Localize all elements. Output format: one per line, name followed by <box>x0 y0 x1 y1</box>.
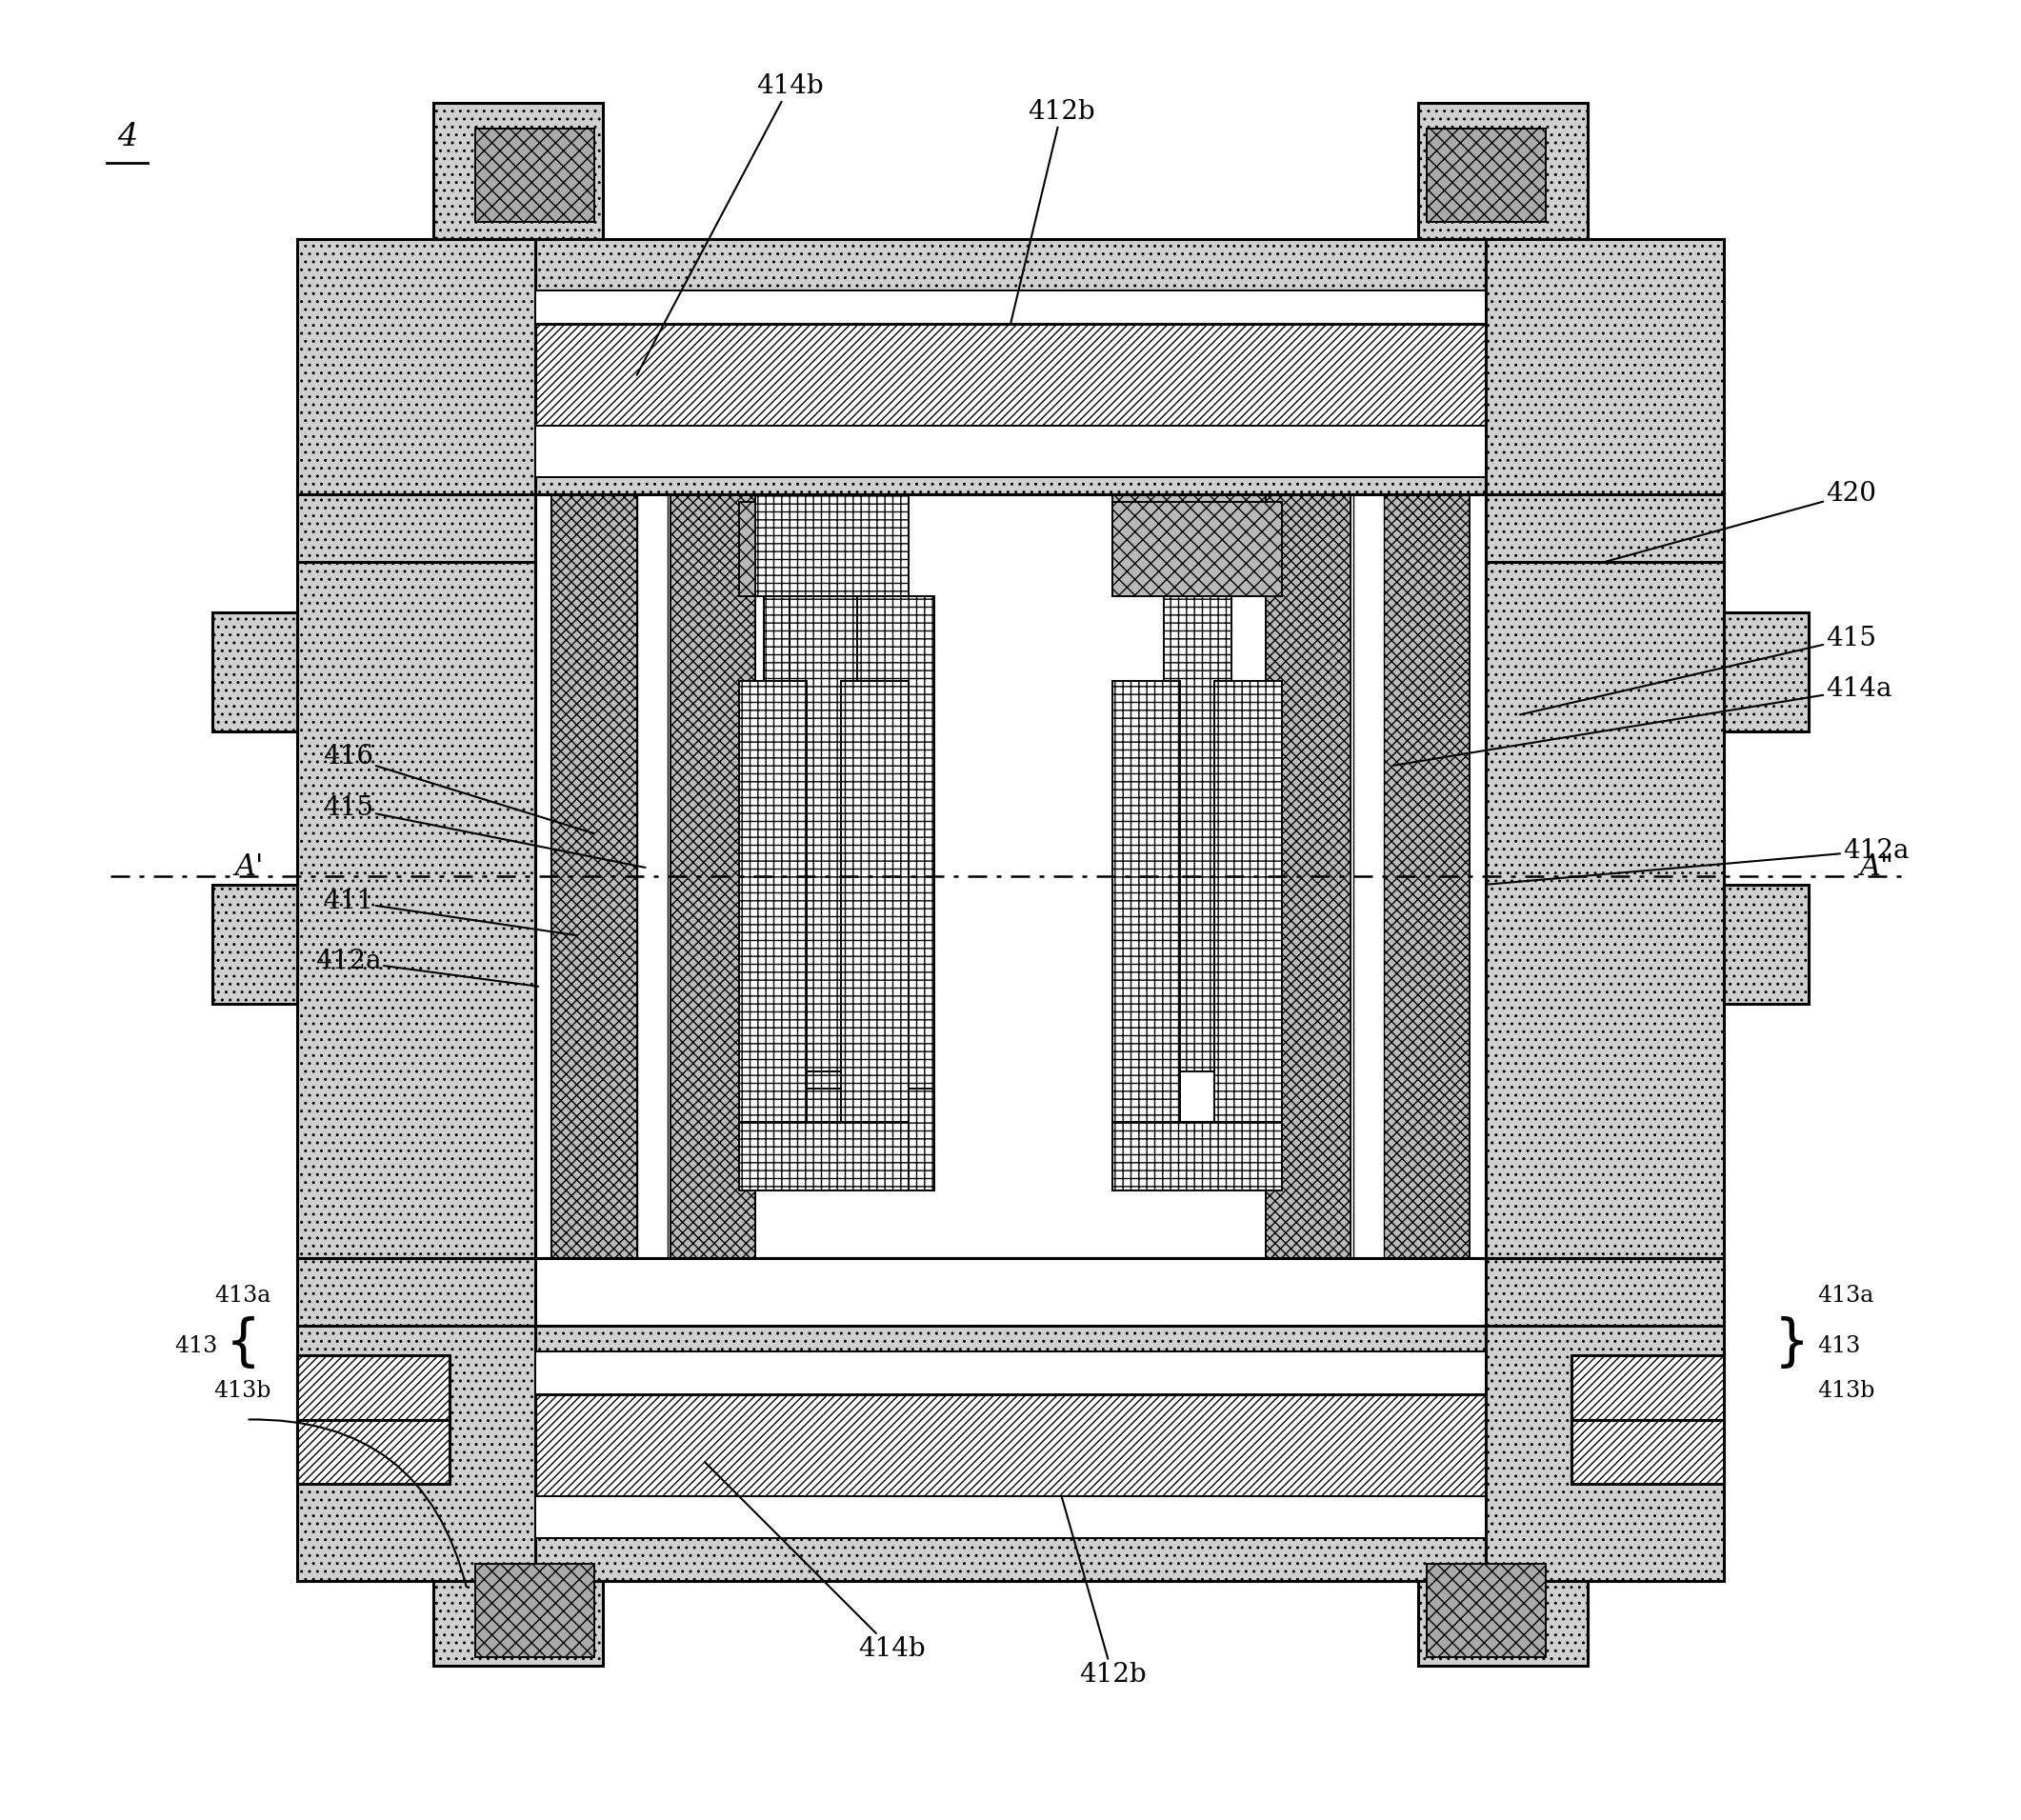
Bar <box>536 493 1485 1258</box>
Bar <box>740 502 909 595</box>
Bar <box>637 493 667 1258</box>
Bar <box>1485 238 1724 493</box>
Bar <box>1112 502 1281 595</box>
Bar <box>1265 493 1350 1258</box>
Bar <box>536 1327 1485 1582</box>
Bar <box>849 595 934 1088</box>
Bar <box>297 562 536 1258</box>
Bar <box>552 493 637 1258</box>
Bar <box>1164 595 1231 1072</box>
Text: 416: 416 <box>323 744 594 834</box>
Bar <box>297 1327 536 1582</box>
Text: 413a: 413a <box>1817 1285 1873 1307</box>
Bar <box>1384 493 1469 1258</box>
Bar <box>536 324 1485 426</box>
Bar <box>790 595 857 1072</box>
Bar <box>671 493 756 1258</box>
Bar <box>1485 1327 1724 1582</box>
Text: 413b: 413b <box>214 1380 271 1401</box>
Bar <box>1570 1356 1724 1420</box>
Bar <box>536 238 1485 493</box>
Bar <box>1419 1582 1589 1665</box>
Bar <box>475 1563 594 1658</box>
Text: 412b: 412b <box>1010 98 1095 324</box>
Bar <box>475 129 594 222</box>
Bar <box>764 1088 934 1190</box>
Text: 412a: 412a <box>1485 837 1910 885</box>
Text: A": A" <box>1859 854 1894 883</box>
Bar <box>756 493 909 595</box>
Text: A': A' <box>234 854 263 883</box>
Bar <box>1427 1563 1546 1658</box>
Text: 413: 413 <box>1817 1336 1861 1358</box>
Bar <box>740 1123 909 1190</box>
Bar <box>841 681 909 1190</box>
Bar <box>212 613 297 732</box>
Text: 4: 4 <box>117 122 137 153</box>
Bar <box>536 289 1485 324</box>
Bar <box>1112 681 1180 1190</box>
Bar <box>536 1352 1485 1394</box>
Bar <box>1485 562 1724 1258</box>
Bar <box>1419 104 1589 238</box>
Bar <box>1112 1123 1281 1190</box>
Text: 415: 415 <box>1520 626 1875 715</box>
Text: 412a: 412a <box>315 948 538 986</box>
Bar <box>764 595 849 1190</box>
Bar <box>1724 885 1809 1003</box>
Bar <box>432 1582 602 1665</box>
Bar <box>1354 493 1384 1258</box>
Text: 414b: 414b <box>705 1461 926 1662</box>
Bar <box>1485 1258 1724 1327</box>
Text: }: } <box>1774 1316 1809 1370</box>
Bar <box>297 1420 451 1483</box>
Bar <box>1570 1420 1724 1483</box>
Text: {: { <box>224 1316 261 1370</box>
Bar <box>740 681 806 1190</box>
Text: 414b: 414b <box>637 73 823 375</box>
Bar <box>1215 681 1281 1190</box>
Bar <box>536 1394 1485 1496</box>
Bar <box>536 1496 1485 1538</box>
Bar <box>432 104 602 238</box>
Text: 413a: 413a <box>214 1285 271 1307</box>
Bar <box>297 1258 536 1327</box>
Bar <box>1485 493 1724 562</box>
Text: 415: 415 <box>323 795 645 868</box>
Bar <box>297 238 536 493</box>
Text: 420: 420 <box>1605 480 1875 562</box>
Bar <box>212 885 297 1003</box>
Text: 413: 413 <box>174 1336 218 1358</box>
Text: 414a: 414a <box>1392 677 1892 766</box>
Bar <box>297 1356 451 1420</box>
Bar <box>756 493 909 595</box>
Bar <box>1112 493 1265 595</box>
Bar <box>1427 129 1546 222</box>
Bar <box>297 493 536 562</box>
Bar <box>1724 613 1809 732</box>
Text: 412b: 412b <box>1061 1496 1146 1687</box>
Bar <box>536 426 1485 477</box>
Text: 413b: 413b <box>1817 1380 1875 1401</box>
Text: 411: 411 <box>323 888 578 935</box>
